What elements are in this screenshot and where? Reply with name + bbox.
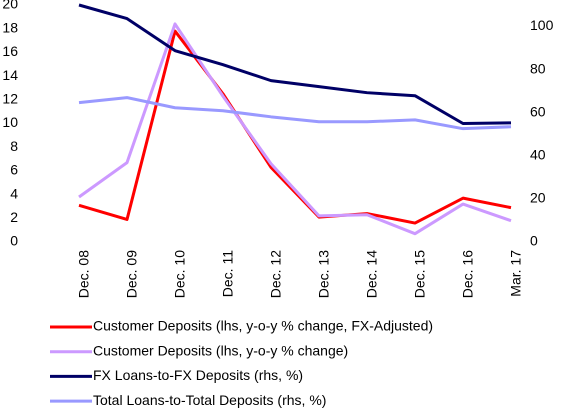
legend-label: FX Loans-to-FX Deposits (rhs, %) <box>93 367 303 383</box>
y2-tick-label: 80 <box>530 60 546 76</box>
x-tick-label: Mar. 17 <box>508 250 524 297</box>
series-line <box>78 29 512 225</box>
legend-label: Customer Deposits (lhs, y-o-y % change) <box>93 342 348 358</box>
y-tick-label: 16 <box>2 43 18 59</box>
x-tick-label: Dec. 16 <box>460 250 476 298</box>
x-tick-label: Dec. 13 <box>316 250 332 298</box>
series-line <box>78 3 512 125</box>
y-tick-label: 18 <box>2 19 18 35</box>
y-tick-label: 14 <box>2 67 18 83</box>
x-tick-label: Dec. 08 <box>76 250 92 298</box>
legend-label: Customer Deposits (lhs, y-o-y % change, … <box>93 318 433 334</box>
y2-tick-label: 60 <box>530 103 546 119</box>
x-tick-label: Dec. 09 <box>124 250 140 298</box>
y-tick-label: 6 <box>10 162 18 178</box>
y-tick-label: 2 <box>10 209 18 225</box>
legend-label: Total Loans-to-Total Deposits (rhs, %) <box>93 392 326 408</box>
y2-tick-label: 40 <box>530 147 546 163</box>
x-tick-label: Dec. 14 <box>364 250 380 298</box>
series-line <box>78 96 512 131</box>
series-line <box>78 22 512 236</box>
y2-tick-label: 100 <box>530 17 554 33</box>
x-tick-label: Dec. 10 <box>172 250 188 298</box>
y-tick-label: 10 <box>2 114 18 130</box>
x-tick-label: Dec. 12 <box>268 250 284 298</box>
x-tick-label: Dec. 11 <box>220 250 236 297</box>
y-tick-label: 12 <box>2 91 18 107</box>
y-tick-label: 8 <box>10 138 18 154</box>
y-tick-label: 4 <box>10 185 18 201</box>
y2-tick-label: 0 <box>530 233 538 249</box>
y-tick-label: 20 <box>2 0 18 12</box>
x-tick-label: Dec. 15 <box>412 250 428 298</box>
y-tick-label: 0 <box>10 233 18 249</box>
y2-tick-label: 20 <box>530 190 546 206</box>
